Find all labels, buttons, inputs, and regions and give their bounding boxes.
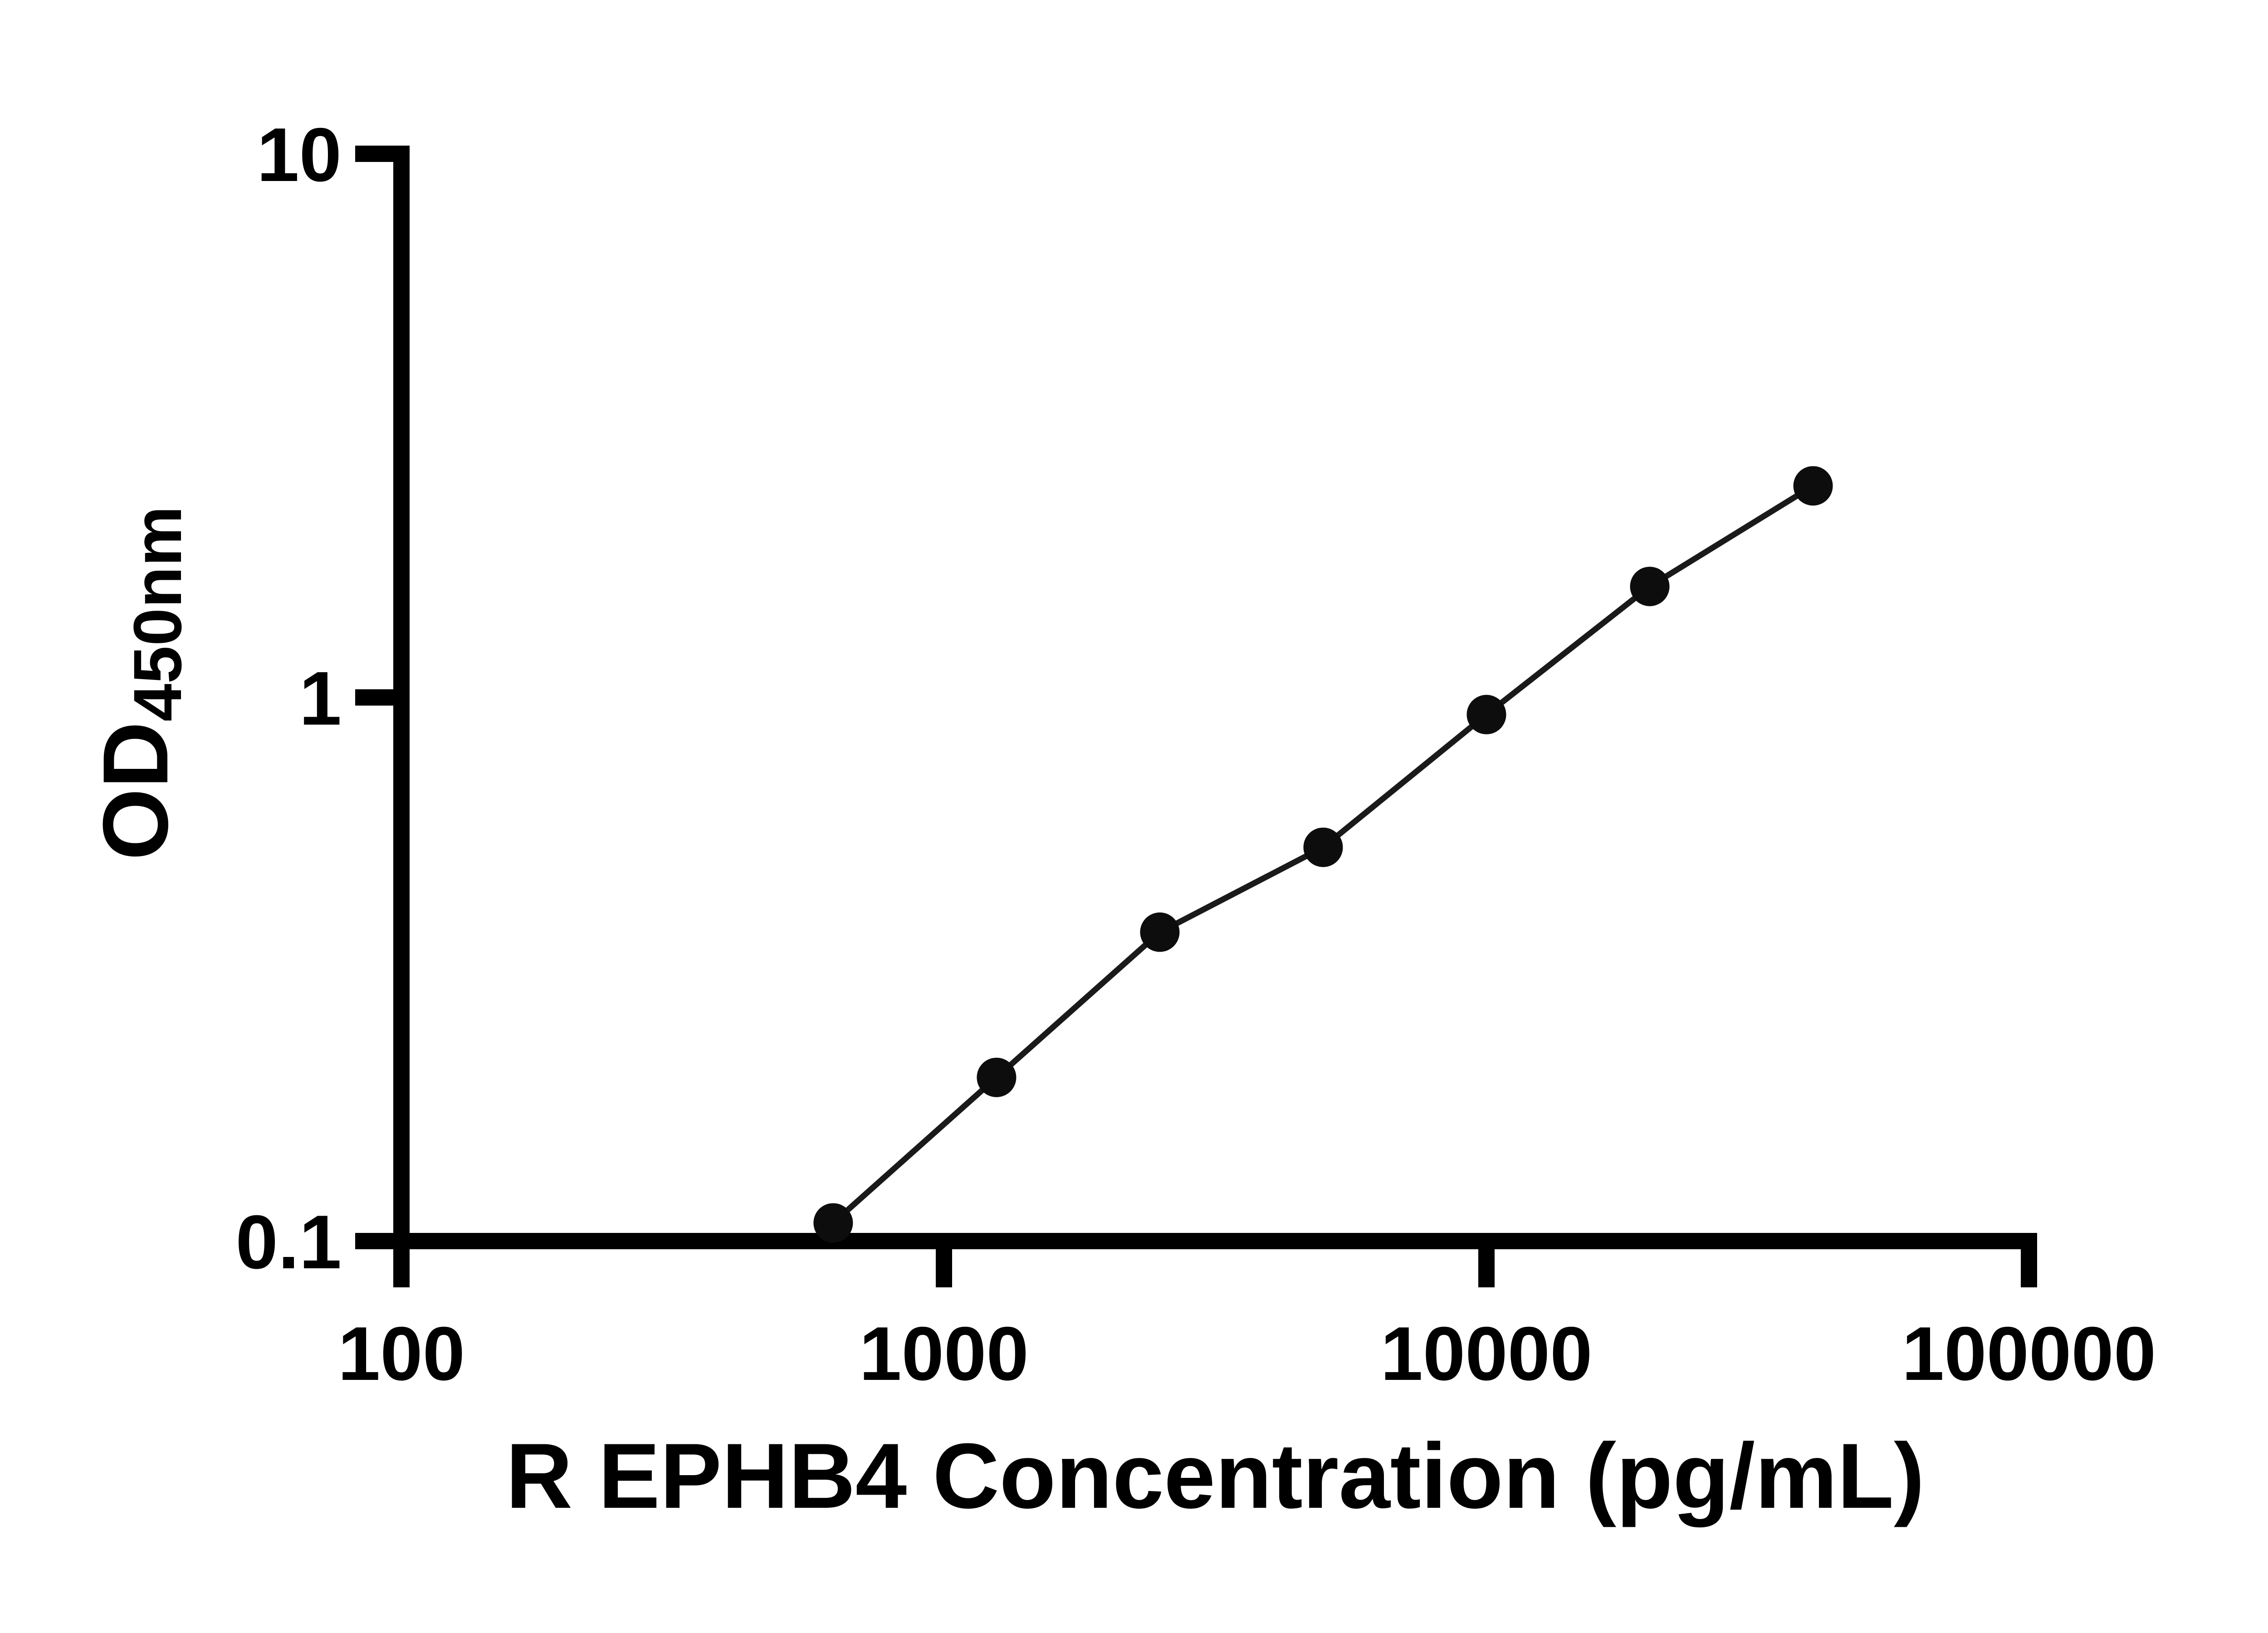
x-tick-label: 100000 [1902, 1311, 2156, 1396]
data-point [977, 1057, 1017, 1097]
data-point [1303, 827, 1343, 867]
y-tick-label: 0.1 [235, 1199, 342, 1285]
data-point [1466, 694, 1506, 734]
data-point [813, 1203, 853, 1243]
y-axis-title: OD 450nm [83, 506, 196, 861]
data-point [1140, 912, 1180, 952]
x-tick-label: 1000 [859, 1311, 1029, 1396]
x-axis-title: R EPHB4 Concentration (pg/mL) [505, 1425, 1925, 1528]
x-tick-label: 10000 [1380, 1311, 1592, 1396]
x-tick-label: 100 [338, 1311, 465, 1396]
y-axis-title-sub: 450nm [120, 506, 196, 722]
y-axis-title-main: OD [84, 721, 188, 861]
y-tick-label: 1 [299, 656, 342, 741]
data-point [1793, 466, 1833, 506]
data-point [1630, 567, 1670, 606]
y-tick-label: 10 [257, 112, 342, 197]
